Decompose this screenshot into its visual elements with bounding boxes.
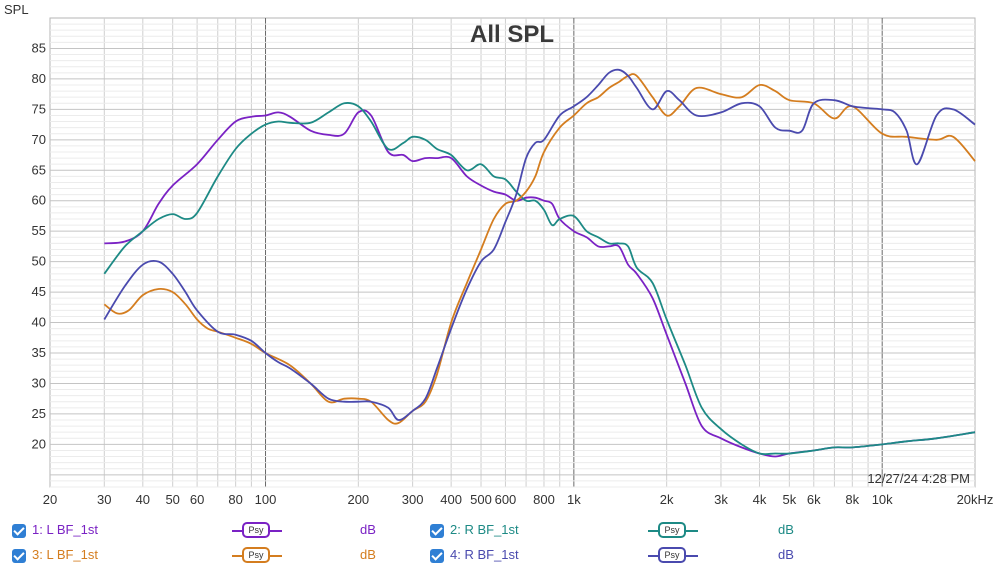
x-tick-label: 30 [97, 492, 111, 507]
series-3-unit: dB [360, 547, 376, 562]
y-tick-label: 85 [32, 40, 46, 55]
series-3-psy-label: Psy [242, 547, 270, 563]
x-tick-label: 1k [567, 492, 581, 507]
x-axis-ticks: 20 30 40 50 60 80 100 200 300 400 500 600 800 1k 2k 3k 4… [43, 492, 994, 507]
y-axis-ticks: 20 25 30 35 40 45 50 55 60 65 70 75 80 85 [32, 40, 46, 451]
series-lines [103, 68, 976, 458]
x-tick-label: 2k [660, 492, 674, 507]
series-1-checkbox[interactable] [12, 524, 26, 538]
y-axis-label: SPL [4, 2, 29, 17]
series-4-label: 4: R BF_1st [450, 547, 519, 562]
series-line-4 [103, 68, 976, 421]
x-tick-label: 50 [165, 492, 179, 507]
x-tick-label: 400 [440, 492, 462, 507]
series-3-checkbox[interactable] [12, 549, 26, 563]
chart-title: All SPL [470, 21, 554, 48]
series-1-psy-label: Psy [242, 522, 270, 538]
series-2-label: 2: R BF_1st [450, 522, 519, 537]
x-tick-label: 300 [402, 492, 424, 507]
y-tick-label: 30 [32, 375, 46, 390]
x-tick-label: 40 [136, 492, 150, 507]
y-tick-label: 60 [32, 193, 46, 208]
series-4-unit: dB [778, 547, 794, 562]
y-tick-label: 25 [32, 406, 46, 421]
y-tick-label: 20 [32, 436, 46, 451]
x-tick-label: 3k [714, 492, 728, 507]
y-tick-label: 55 [32, 223, 46, 238]
series-3-psy-toggle[interactable]: Psy [232, 546, 282, 566]
y-tick-label: 75 [32, 101, 46, 116]
x-tick-label: 6k [807, 492, 821, 507]
series-3-label: 3: L BF_1st [32, 547, 98, 562]
x-tick-label: 100 [255, 492, 277, 507]
spl-chart: 20 30 40 50 60 80 100 200 300 400 500 600 800 1k 2k 3k 4… [4, 2, 994, 507]
series-1-psy-toggle[interactable]: Psy [232, 521, 282, 541]
series-4-checkbox[interactable] [430, 549, 444, 563]
y-tick-label: 50 [32, 254, 46, 269]
x-tick-label: 5k [782, 492, 796, 507]
series-4-psy-toggle[interactable]: Psy [648, 546, 698, 566]
x-tick-label: 60 [190, 492, 204, 507]
y-tick-label: 80 [32, 71, 46, 86]
series-2-psy-label: Psy [658, 522, 686, 538]
x-tick-label: 200 [347, 492, 369, 507]
series-2-psy-toggle[interactable]: Psy [648, 521, 698, 541]
series-1-unit: dB [360, 522, 376, 537]
x-tick-label: 8k [845, 492, 859, 507]
y-tick-label: 40 [32, 315, 46, 330]
x-tick-label: 800 [533, 492, 555, 507]
x-tick-label: 500 [470, 492, 492, 507]
y-tick-label: 45 [32, 284, 46, 299]
series-2-checkbox[interactable] [430, 524, 444, 538]
grid [49, 17, 976, 488]
x-tick-label: 10k [872, 492, 893, 507]
series-2-unit: dB [778, 522, 794, 537]
x-tick-label: 20 [43, 492, 57, 507]
series-4-psy-label: Psy [658, 547, 686, 563]
x-tick-label: 80 [228, 492, 242, 507]
legend-row-2: 3: L BF_1st Psy dB 4: R BF_1st Psy dB [0, 545, 1000, 567]
y-tick-label: 70 [32, 132, 46, 147]
x-tick-label: 600 [495, 492, 517, 507]
x-tick-label: 4k [753, 492, 767, 507]
y-tick-label: 35 [32, 345, 46, 360]
timestamp: 12/27/24 4:28 PM [867, 471, 970, 486]
x-tick-label: 20kHz [957, 492, 994, 507]
plot-frame [49, 17, 976, 488]
legend-row-1: 1: L BF_1st Psy dB 2: R BF_1st Psy dB [0, 520, 1000, 542]
y-tick-label: 65 [32, 162, 46, 177]
series-1-label: 1: L BF_1st [32, 522, 98, 537]
